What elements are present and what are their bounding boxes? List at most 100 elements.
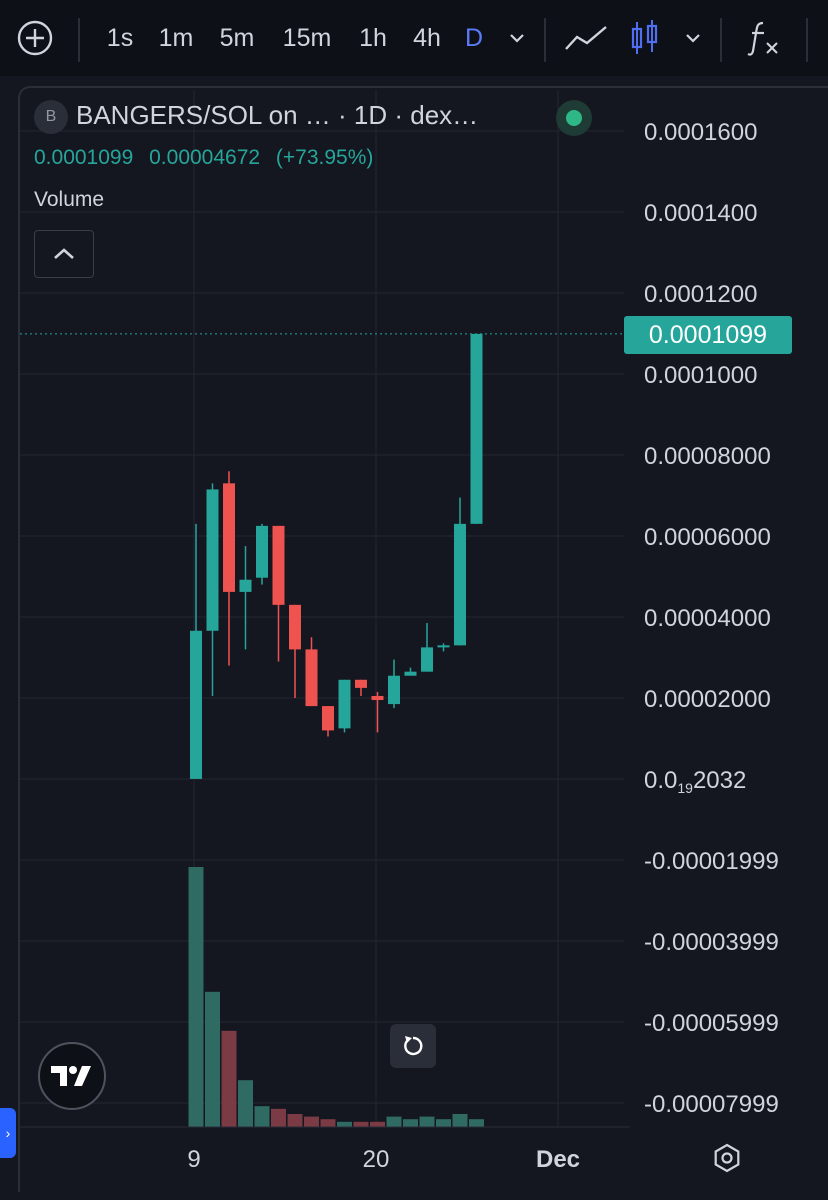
tradingview-logo-icon [51, 1066, 91, 1086]
price-tick-label: 0.00008000 [644, 443, 771, 470]
candle-body [190, 630, 202, 779]
price-tick-label: 0.00004000 [644, 605, 771, 632]
price-axis: 0.0001600 0.0001400 0.0001200 0.0001000 0.00… [644, 119, 779, 1118]
price-tick-label: -0.00003999 [644, 929, 779, 956]
chevron-down-icon [686, 34, 700, 43]
toolbar-divider [78, 18, 80, 62]
volume-bar [403, 1119, 418, 1127]
symbol-title[interactable]: BANGERS/SOL on … · 1D · dex… [76, 100, 479, 130]
volume-bar [287, 1114, 303, 1127]
volume-bar [419, 1116, 435, 1127]
market-status-icon[interactable] [556, 100, 592, 136]
candle-body [239, 579, 252, 592]
volume-bar [337, 1121, 352, 1127]
volume-bar [205, 991, 220, 1127]
collapse-legend-button[interactable] [34, 230, 94, 278]
last-price-label: 0.0001099 [624, 316, 792, 354]
reset-chart-button[interactable] [390, 1024, 436, 1068]
plus-circle-icon [17, 20, 53, 56]
candles [190, 333, 483, 779]
add-symbol-button[interactable] [10, 0, 60, 76]
volume-bar [353, 1121, 369, 1127]
volume-bars [188, 867, 484, 1127]
chevron-down-icon [510, 34, 524, 43]
price-tick-label: -0.00007999 [644, 1091, 779, 1118]
settings-icon [714, 1143, 740, 1173]
candle-body [437, 645, 450, 648]
volume-bar [271, 1108, 286, 1127]
volume-bar [469, 1119, 484, 1127]
chevron-right-icon: › [5, 1125, 11, 1141]
price-tick-label: -0.00001999 [644, 848, 779, 875]
candle-body [355, 679, 367, 688]
volume-bar [452, 1114, 468, 1127]
candle-body [454, 523, 466, 646]
ohlc-values: 0.0001099 0.00004672 (+73.95%) [34, 146, 383, 170]
candlestick-icon [631, 20, 658, 54]
candle-body [388, 675, 400, 705]
top-toolbar: 1s 1m 5m 15m 1h 4h D [0, 0, 828, 76]
time-label-9: 9 [187, 1146, 200, 1173]
price-tick-label: -0.00005999 [644, 1010, 779, 1037]
candle-body [289, 604, 301, 650]
candle-body [272, 525, 285, 605]
interval-5m[interactable]: 5m [219, 23, 255, 52]
price-tick-label: 0.0001600 [644, 119, 757, 146]
volume-bar [320, 1119, 336, 1127]
candle-body [305, 649, 318, 707]
candle-body [338, 679, 351, 729]
tradingview-logo[interactable] [38, 1042, 106, 1110]
candlestick-button[interactable] [624, 0, 664, 76]
volume-bar [188, 867, 204, 1127]
interval-1h[interactable]: 1h [359, 23, 387, 52]
volume-bar [386, 1116, 402, 1127]
price-tick-label: 0.0001400 [644, 200, 757, 227]
candle-body [206, 489, 219, 631]
time-label-20: 20 [363, 1146, 390, 1173]
price-tick-label: 0.0192032 [644, 767, 746, 796]
candle-body [223, 483, 235, 592]
interval-d[interactable]: D [464, 23, 484, 52]
volume-bar [370, 1121, 385, 1127]
candle-body [256, 525, 268, 578]
change-value: 0.00004672 [149, 146, 261, 169]
volume-legend-label[interactable]: Volume [34, 188, 105, 211]
chart-pane[interactable] [18, 86, 828, 1192]
toolbar-divider [720, 18, 722, 62]
volume-bar [221, 1030, 237, 1127]
toolbar-divider [544, 18, 546, 62]
close-value: 0.0001099 [34, 146, 134, 169]
interval-15m[interactable]: 15m [282, 23, 332, 52]
settings-button[interactable] [714, 1143, 740, 1173]
candle-body [470, 333, 483, 524]
volume-bar [254, 1106, 270, 1127]
side-panel-toggle[interactable]: › [0, 1108, 16, 1158]
chart-type-dropdown[interactable] [676, 0, 710, 76]
change-percent: (+73.95%) [275, 146, 374, 169]
price-tick-label: 0.00002000 [644, 686, 771, 713]
line-chart-button[interactable] [560, 0, 612, 76]
indicators-button[interactable] [744, 0, 784, 76]
time-label-dec: Dec [536, 1146, 580, 1173]
line-chart-icon [565, 26, 607, 50]
volume-bar [436, 1119, 451, 1127]
price-tick-label: 0.00006000 [644, 524, 771, 551]
rotate-icon [404, 1036, 423, 1056]
candle-body [421, 647, 433, 672]
candle-body [322, 706, 334, 731]
candle-body [404, 671, 417, 676]
chevron-up-icon [54, 248, 74, 259]
chart-grid [20, 90, 624, 1127]
toolbar-divider [806, 18, 808, 62]
interval-4h[interactable]: 4h [413, 23, 441, 52]
candle-body [371, 695, 384, 701]
symbol-logo: B [34, 100, 68, 134]
fx-icon [747, 21, 778, 56]
interval-1m[interactable]: 1m [158, 23, 194, 52]
price-tick-label: 0.0001200 [644, 281, 757, 308]
volume-bar [304, 1116, 319, 1127]
interval-1s[interactable]: 1s [106, 23, 134, 52]
interval-dropdown[interactable] [500, 0, 534, 76]
volume-bar [238, 1080, 253, 1127]
